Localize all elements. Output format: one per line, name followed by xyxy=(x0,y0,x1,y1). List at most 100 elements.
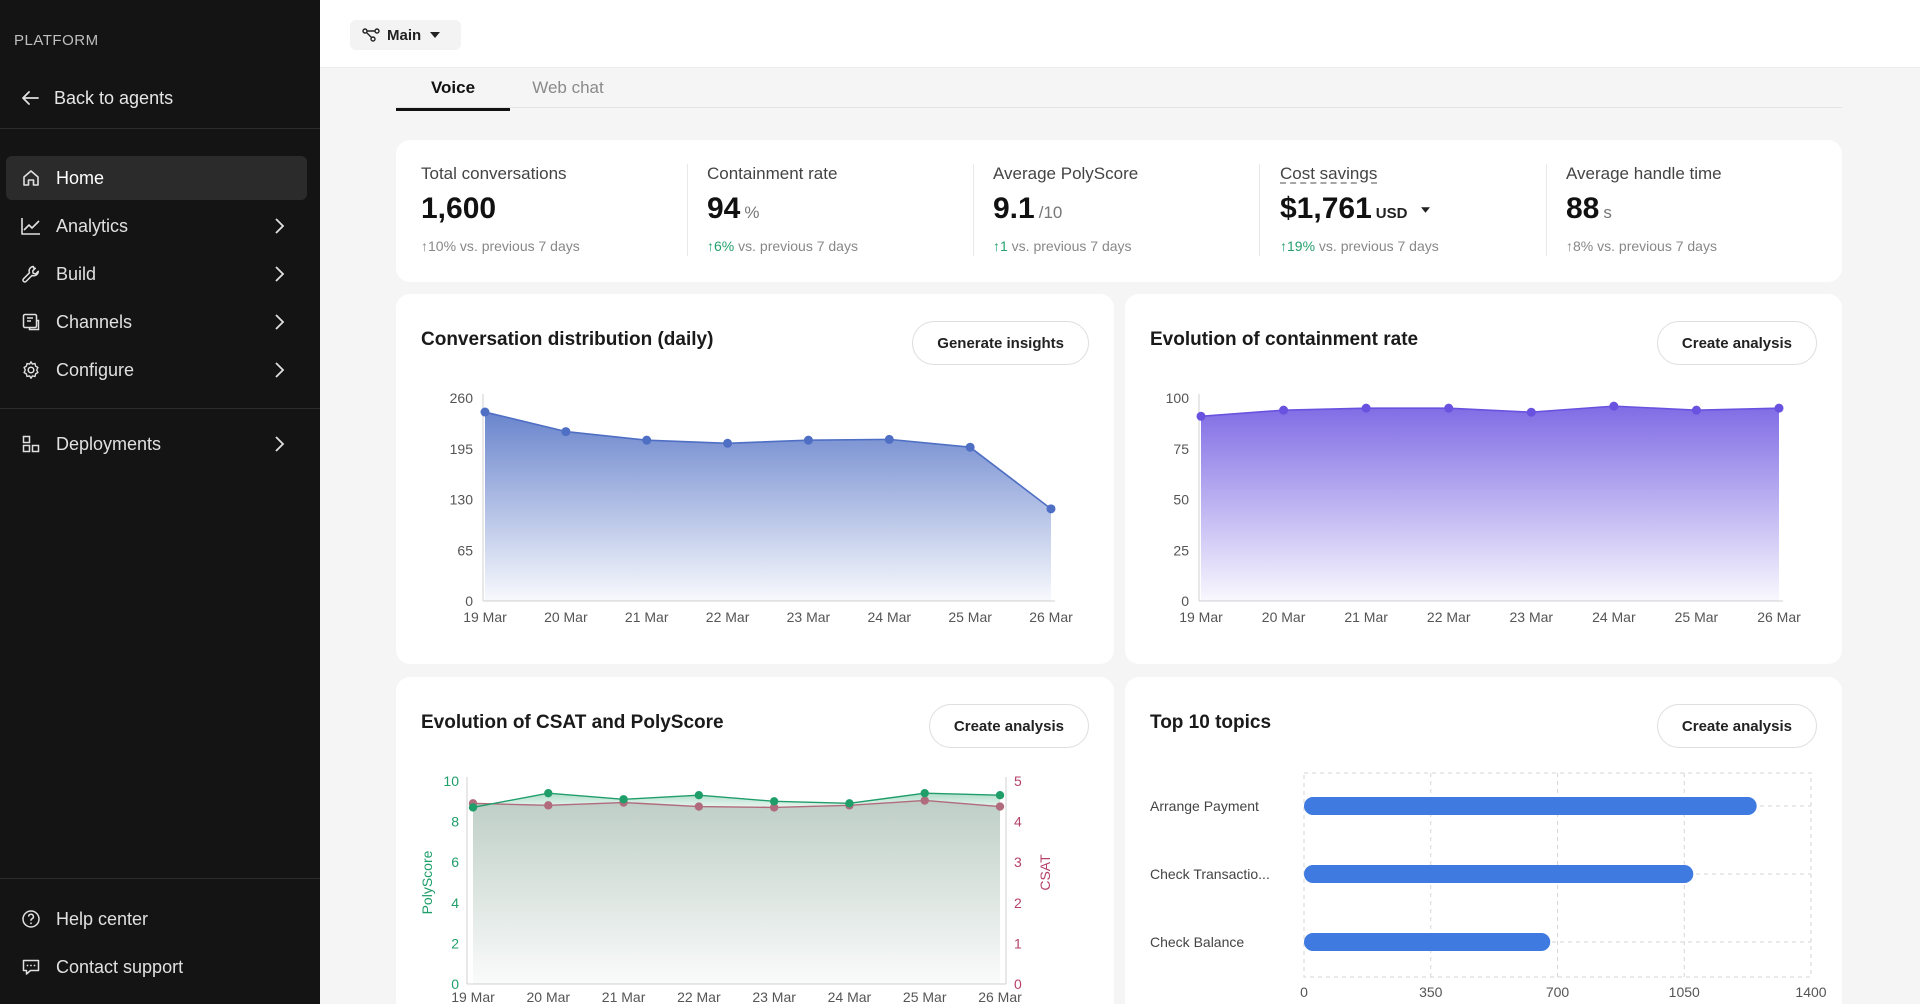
y-tick-label: 75 xyxy=(1173,441,1189,457)
data-point-csat xyxy=(769,803,779,812)
sidebar-item-analytics[interactable]: Analytics xyxy=(6,204,307,248)
create-analysis-button[interactable]: Create analysis xyxy=(1656,321,1817,365)
data-point xyxy=(1609,401,1619,411)
y-tick-label: 50 xyxy=(1173,492,1189,508)
data-point-polyscore xyxy=(995,791,1005,800)
y-left-tick-label: 4 xyxy=(451,895,459,911)
data-point xyxy=(642,435,652,445)
top-topics-card: Top 10 topics Create analysis 0 350 700 105… xyxy=(1125,677,1842,1004)
card-title: Evolution of containment rate xyxy=(1150,329,1419,350)
x-tick-label: 21 Mar xyxy=(1344,609,1388,625)
kpi-change: ↑6% vs. previous 7 days xyxy=(707,238,858,254)
sidebar-item-label: Configure xyxy=(56,359,135,380)
data-point-polyscore xyxy=(769,797,779,806)
sidebar-item-home[interactable]: Home xyxy=(6,156,307,200)
kpi-change: ↑19% vs. previous 7 days xyxy=(1280,238,1439,254)
data-point xyxy=(884,434,894,444)
x-tick-label: 24 Mar xyxy=(1592,609,1636,625)
kpi-value: 1,600 xyxy=(421,192,497,225)
x-tick-label: 0 xyxy=(1300,984,1308,1000)
sidebar-item-build[interactable]: Build xyxy=(6,252,307,296)
generate-insights-button[interactable]: Generate insights xyxy=(912,321,1089,365)
contact-support-label: Contact support xyxy=(56,956,184,977)
y-tick-label: 100 xyxy=(1166,390,1190,406)
back-to-agents-label: Back to agents xyxy=(54,87,174,108)
card-title: Top 10 topics xyxy=(1150,712,1272,733)
conversation-distribution-card: Conversation distribution (daily) Genera… xyxy=(396,294,1114,664)
area-fill xyxy=(1201,406,1779,601)
y-left-tick-label: 8 xyxy=(451,814,459,830)
sidebar-item-configure[interactable]: Configure xyxy=(6,348,307,392)
series-line-csat xyxy=(472,799,1001,809)
analytics-icon xyxy=(20,215,42,237)
containment-rate-card: Evolution of containment rate Create ana… xyxy=(1125,294,1842,664)
kpi-label: Containment rate xyxy=(707,164,838,183)
sidebar-item-deployments[interactable]: Deployments xyxy=(6,422,307,466)
series-line xyxy=(484,411,1052,510)
data-point-csat xyxy=(544,801,553,810)
x-tick-label: 1400 xyxy=(1795,984,1826,1000)
x-tick-label: 22 Mar xyxy=(706,609,750,625)
y-tick-label: 25 xyxy=(1173,542,1189,558)
x-tick-label: 26 Mar xyxy=(978,989,1022,1004)
x-tick-label: 1050 xyxy=(1669,984,1700,1000)
kpi-value: 9.1/10 xyxy=(993,192,1063,225)
csat-polyscore-card: Evolution of CSAT and PolyScore Create a… xyxy=(396,677,1114,1004)
home-icon xyxy=(20,167,42,189)
series-line-polyscore xyxy=(472,792,1001,809)
kpi-value: 88 s xyxy=(1566,192,1612,225)
tab-web-chat[interactable]: Web chat xyxy=(532,78,604,97)
x-tick-label: 21 Mar xyxy=(625,609,669,625)
x-tick-label: 23 Mar xyxy=(752,989,796,1004)
containment-rate-chart: 0 25 50 75 100 19 Mar 20 Mar 21 Mar 22 Mar 23 Mar… xyxy=(1166,390,1801,625)
kpi-average-handle-time: Average handle time 88 s ↑8% vs. previous… xyxy=(1566,140,1826,282)
data-point-polyscore xyxy=(619,795,628,804)
platform-label: PLATFORM xyxy=(14,32,99,49)
kpi-average-polyscore: Average PolyScore 9.1/10 ↑1 vs. previous… xyxy=(993,140,1253,282)
help-center-link[interactable]: Help center xyxy=(6,897,307,941)
x-tick-label: 20 Mar xyxy=(544,609,588,625)
y-left-tick-label: 2 xyxy=(451,935,459,951)
channel-tabs: Voice Web chat xyxy=(396,74,1842,111)
branch-selector[interactable]: Main xyxy=(350,20,462,50)
csat-area-fill xyxy=(473,800,1000,984)
help-icon xyxy=(20,908,42,930)
kpi-value: $1,761 USD xyxy=(1280,192,1431,226)
card-title: Conversation distribution (daily) xyxy=(421,329,714,350)
sidebar-item-label: Build xyxy=(56,263,97,284)
category-label: Check Transactio... xyxy=(1150,866,1270,882)
create-analysis-button[interactable]: Create analysis xyxy=(1656,704,1817,748)
x-tick-label: 23 Mar xyxy=(1509,609,1553,625)
wrench-icon xyxy=(20,263,42,285)
kpi-label: Average handle time xyxy=(1566,164,1722,183)
channels-icon xyxy=(20,311,42,333)
currency-dropdown-icon[interactable] xyxy=(1421,207,1431,213)
data-point xyxy=(1526,407,1536,417)
sidebar-divider xyxy=(0,128,320,129)
kpi-change: ↑1 vs. previous 7 days xyxy=(993,238,1132,254)
data-point-polyscore xyxy=(544,788,553,798)
area-fill xyxy=(485,412,1051,601)
x-tick-label: 25 Mar xyxy=(903,989,947,1004)
sidebar-item-label: Channels xyxy=(56,311,133,332)
data-point-polyscore xyxy=(845,799,854,808)
x-tick-label: 26 Mar xyxy=(1757,609,1801,625)
sidebar-item-channels[interactable]: Channels xyxy=(6,300,307,344)
plot-frame xyxy=(1303,772,1812,978)
category-label: Check Balance xyxy=(1150,934,1244,950)
x-tick-label: 25 Mar xyxy=(1675,609,1719,625)
contact-support-link[interactable]: Contact support xyxy=(6,945,307,989)
tab-voice[interactable]: Voice xyxy=(396,78,510,111)
sidebar-item-label: Analytics xyxy=(56,215,129,236)
gear-icon xyxy=(20,359,42,381)
y-tick-label: 0 xyxy=(1181,593,1189,609)
create-analysis-button[interactable]: Create analysis xyxy=(928,704,1089,748)
data-point xyxy=(480,407,490,417)
data-point-csat xyxy=(920,796,929,805)
kpi-label[interactable]: Cost savings xyxy=(1280,164,1378,183)
topic-bar xyxy=(1304,933,1551,951)
kpi-value: 94% xyxy=(707,192,760,225)
x-tick-label: 25 Mar xyxy=(948,609,992,625)
back-to-agents-link[interactable]: Back to agents xyxy=(20,84,173,112)
y-left-tick-label: 10 xyxy=(443,773,459,789)
